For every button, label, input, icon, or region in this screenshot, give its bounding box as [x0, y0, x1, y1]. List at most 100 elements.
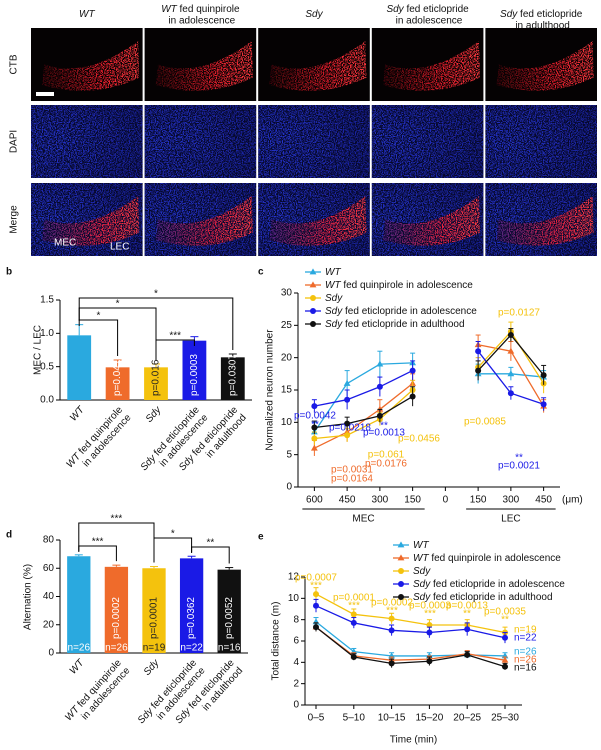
panel-letter: e	[258, 532, 264, 543]
nuclei-stain	[31, 105, 143, 178]
text-run: Sdy	[413, 566, 431, 577]
significance-bracket	[153, 537, 193, 563]
marker	[507, 390, 514, 397]
x-tick-label: Sdy	[141, 657, 161, 678]
annotation: p=0.0035	[484, 607, 526, 618]
micrograph	[371, 28, 484, 101]
annotation: p=0.0003	[409, 601, 451, 612]
annotation: p=0.0002	[371, 598, 413, 609]
y-tick-label: 2	[293, 678, 299, 689]
text-run: in adolescence	[166, 15, 236, 26]
marker	[426, 629, 433, 636]
bar	[144, 367, 168, 400]
legend-label: WT fed quinpirole in adolescence	[325, 280, 473, 291]
x-tick-label: 150	[470, 495, 487, 506]
n-label: n=26	[105, 643, 128, 654]
n-label: n=16	[218, 643, 241, 654]
n-label: n=22	[514, 633, 537, 644]
micrograph	[31, 183, 143, 256]
marker	[311, 403, 318, 410]
series-line	[315, 626, 506, 661]
nuclei-stain	[371, 105, 484, 178]
p-value: p=0.0362	[186, 597, 197, 639]
text-run: Sdy	[143, 404, 163, 425]
text-run: WT	[68, 404, 87, 424]
significance-bracket	[155, 339, 195, 360]
marker	[475, 348, 482, 355]
annotation: p=0.0007	[295, 573, 337, 584]
n-label: n=26	[514, 647, 537, 658]
series-line	[315, 593, 506, 634]
micrograph	[144, 183, 257, 256]
y-tick-label: 0.5	[40, 361, 54, 372]
column-header: Sdy fed eticlopride in adulthood	[500, 9, 583, 32]
nuclei-stain	[144, 105, 257, 178]
ctb-label	[382, 41, 481, 91]
region-label: MEC	[54, 238, 76, 249]
annotation: p=0.0021	[498, 461, 540, 472]
bar	[217, 569, 241, 653]
micrograph	[258, 28, 370, 101]
significance-label: ***	[111, 514, 123, 525]
text-run: WT	[413, 540, 429, 551]
text-run: WT	[413, 553, 429, 564]
text-run: in adolescence	[393, 15, 463, 26]
annotation: p=0.0456	[398, 434, 440, 445]
x-unit: (μm)	[562, 495, 583, 506]
n-label: n=22	[180, 643, 203, 654]
y-tick-label: 1.5	[40, 295, 54, 306]
annotation: ***	[424, 609, 436, 620]
marker	[502, 634, 508, 641]
significance-bracket	[78, 319, 119, 356]
marker	[426, 622, 433, 628]
x-tick-label: Sdy	[143, 404, 163, 425]
ctb-label	[496, 41, 594, 91]
marker	[464, 651, 471, 658]
legend-label: WT	[325, 267, 341, 278]
marker	[350, 654, 357, 660]
text-run: Sdy	[141, 657, 161, 678]
x-tick-label: 5–10	[343, 713, 366, 724]
micrograph	[485, 28, 597, 101]
group-label: MEC	[352, 514, 374, 525]
legend-label: Sdy fed eticlopride in adolescence	[325, 306, 477, 317]
panel-letter: d	[6, 530, 12, 541]
y-tick-label: 5	[286, 449, 292, 460]
y-axis-label: Normalized neuron number	[265, 329, 276, 451]
text-run: Sdy	[386, 4, 404, 15]
marker	[475, 367, 482, 374]
bar	[179, 558, 204, 653]
y-axis-label: Alternation (%)	[23, 564, 34, 630]
y-tick-label: 0	[286, 482, 292, 493]
marker	[309, 268, 317, 275]
marker	[310, 308, 316, 314]
p-value: p=0.0307	[227, 354, 238, 396]
marker	[313, 591, 319, 598]
text-run: fed eticlopride in adolescence	[430, 579, 565, 590]
y-tick-label: 80	[43, 535, 55, 546]
marker	[507, 332, 514, 339]
significance-label: ***	[169, 331, 181, 342]
ctb-label	[42, 196, 140, 246]
n-label: n=26	[514, 655, 537, 666]
annotation: p=0.0127	[498, 308, 540, 319]
text-run: Sdy	[500, 9, 518, 20]
marker	[464, 626, 471, 633]
n-label: n=19	[143, 643, 166, 654]
marker	[350, 611, 357, 618]
text-run: fed eticlopride in adulthood	[342, 319, 464, 330]
marker	[310, 444, 318, 451]
panel-letter: c	[258, 267, 264, 278]
significance-bracket	[78, 297, 234, 350]
marker	[376, 405, 384, 412]
significance-label: *	[96, 311, 100, 322]
marker	[350, 619, 357, 626]
annotation: p=0.0164	[331, 474, 373, 485]
marker	[501, 656, 509, 663]
row-label: CTB	[9, 54, 20, 74]
annotation: p=0.0218	[329, 423, 371, 434]
group-label: LEC	[501, 514, 520, 525]
significance-label: **	[207, 538, 215, 549]
annotation: p=0.0013	[363, 428, 405, 439]
ctb-label	[269, 41, 367, 91]
